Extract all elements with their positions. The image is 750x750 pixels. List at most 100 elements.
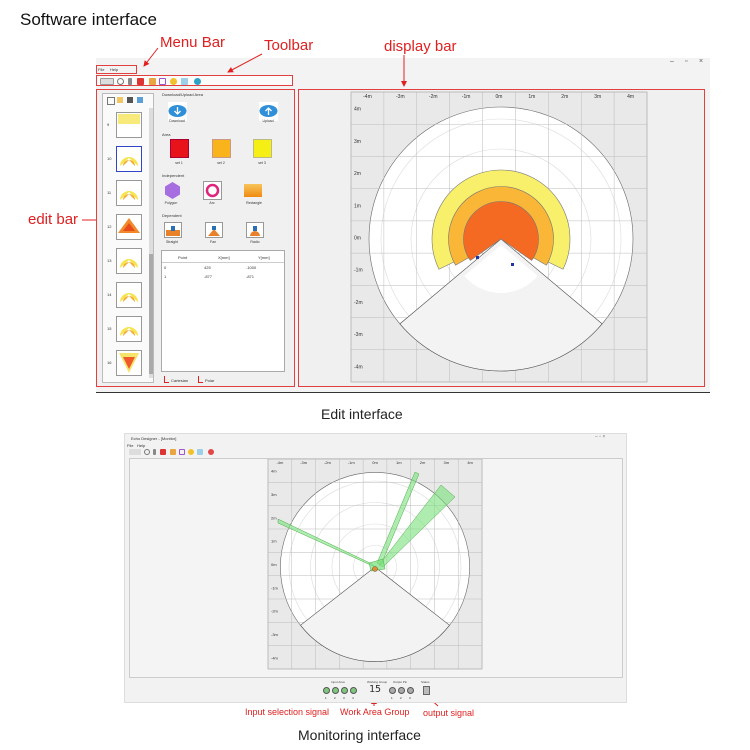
connect-icon[interactable] — [144, 449, 150, 455]
set3-button[interactable] — [253, 139, 272, 158]
y-tick-label: 0m — [354, 236, 361, 242]
image-icon[interactable] — [197, 449, 203, 455]
table-cell: 425 — [204, 265, 211, 270]
set2-button[interactable] — [212, 139, 231, 158]
list-item[interactable] — [116, 180, 142, 206]
arc-button[interactable] — [203, 181, 222, 200]
copy-icon[interactable] — [127, 97, 133, 103]
polygon-icon — [165, 182, 180, 199]
monitor-menu-help[interactable]: Help — [137, 443, 146, 448]
fan-button[interactable] — [205, 222, 223, 238]
polygon-button[interactable] — [163, 181, 182, 200]
input-lamp-3 — [341, 687, 348, 694]
minimize-icon[interactable]: – — [670, 58, 674, 65]
zone-thumb-icon — [120, 259, 138, 268]
rectangle-button[interactable] — [244, 184, 262, 197]
set1-button[interactable] — [170, 139, 189, 158]
table-cell: -871 — [246, 274, 255, 279]
control-point — [476, 256, 479, 259]
output-number: 3 — [409, 696, 411, 700]
menu-file[interactable]: File — [98, 67, 105, 72]
image-icon[interactable] — [181, 78, 188, 85]
display-bar: -4m -3m -2m -1m 0m 1m 2m 3m 4m 4m 3m 2m 1m 0m -1m -2m -3… — [298, 89, 705, 387]
shape-list: 9 10 11 12 13 14 15 16 — [102, 93, 154, 383]
com-select-icon[interactable] — [100, 78, 114, 85]
table-row[interactable]: 0 425 -1000 — [162, 263, 284, 271]
menu-help[interactable]: Help — [110, 67, 119, 72]
list-item[interactable] — [116, 350, 142, 376]
y-tick-label: -2m — [271, 609, 279, 614]
output-lamp-1 — [389, 687, 396, 694]
edit-bar: 9 10 11 12 13 14 15 16 Download/Upload Area Dow… — [96, 89, 295, 387]
monitor-toolbar — [127, 448, 227, 456]
tab-cartesian-label: Cartesian — [171, 378, 189, 383]
x-tick-label: 0m — [496, 94, 503, 100]
list-item[interactable] — [116, 282, 142, 308]
y-tick-label: 4m — [271, 469, 277, 474]
list-item[interactable] — [116, 112, 142, 138]
fan-icon — [208, 226, 220, 236]
upload-button[interactable] — [259, 102, 278, 121]
rectangle-label: Rectangle — [246, 201, 262, 205]
monitor-title: Echo Designer - [Monitor] — [131, 436, 177, 441]
tab-polar[interactable]: Polar — [198, 376, 224, 384]
tab-cartesian[interactable]: Cartesian — [164, 376, 196, 384]
table-row[interactable]: 1 -877 -871 — [162, 272, 284, 280]
protect-zone — [463, 201, 539, 261]
monitor-icon[interactable] — [159, 78, 166, 85]
download-button[interactable] — [168, 102, 187, 121]
list-scroll-thumb[interactable] — [149, 254, 153, 374]
x-tick-label: 0m — [372, 460, 378, 465]
list-item[interactable] — [116, 248, 142, 274]
table-cell: 1 — [164, 274, 167, 279]
zone-thumb-icon — [118, 218, 140, 233]
stop-icon[interactable] — [208, 449, 214, 455]
list-scrollbar[interactable] — [149, 108, 153, 378]
work-area-group-value: 15 — [369, 684, 382, 695]
list-toolbar-icon[interactable] — [107, 97, 115, 105]
radio-button[interactable] — [246, 222, 264, 238]
x-tick-label: 3m — [594, 94, 601, 100]
sun-icon[interactable] — [188, 449, 194, 455]
y-tick-label: -1m — [354, 268, 363, 274]
flag-icon[interactable] — [137, 78, 144, 85]
com-select-icon[interactable] — [129, 449, 141, 455]
monitor-radar-plot[interactable]: -4m -3m -2m -1m 0m 1m 2m 3m 4m 4m 3m 2m 1m 0m -1m -2m -3… — [130, 459, 624, 679]
pointer-icon[interactable] — [153, 449, 156, 455]
table-cell: -877 — [204, 274, 213, 279]
pen-icon[interactable] — [170, 449, 176, 455]
output-pin-label: Output Pin — [393, 680, 408, 684]
list-item[interactable] — [116, 316, 142, 342]
maximize-icon[interactable]: ▫ — [685, 58, 688, 65]
straight-button[interactable] — [164, 222, 182, 238]
edit-radar-plot[interactable]: -4m -3m -2m -1m 0m 1m 2m 3m 4m 4m 3m 2m 1m 0m -1m -2m -3… — [299, 90, 706, 388]
monitor-window-controls[interactable]: – ▫ × — [595, 434, 606, 440]
y-tick-label: 1m — [271, 539, 277, 544]
point-table: Point X[mm] Y[mm] 0 425 -1000 1 -877 -87… — [161, 250, 285, 372]
delete-icon[interactable] — [137, 97, 143, 103]
list-item[interactable] — [116, 146, 142, 172]
monitor-caption: Monitoring interface — [298, 727, 421, 743]
close-icon[interactable]: × — [699, 58, 704, 65]
monitor-icon[interactable] — [179, 449, 185, 455]
x-tick-label: 4m — [467, 460, 473, 465]
list-item[interactable] — [116, 214, 142, 240]
folder-icon[interactable] — [117, 97, 123, 103]
y-tick-label: -4m — [271, 655, 279, 660]
y-tick-label: 2m — [271, 515, 277, 520]
y-tick-label: 3m — [354, 139, 361, 145]
flag-icon[interactable] — [160, 449, 166, 455]
pen-icon[interactable] — [149, 78, 156, 85]
tab-polar-label: Polar — [205, 378, 215, 383]
zone-thumb-icon — [120, 293, 138, 302]
area-header: Area — [162, 132, 171, 137]
output-lamp-3 — [407, 687, 414, 694]
sun-icon[interactable] — [170, 78, 177, 85]
pointer-icon[interactable] — [128, 78, 132, 85]
input-signal-annotation: Input selection signal — [245, 707, 330, 717]
info-icon[interactable] — [194, 78, 201, 85]
input-number: 1 — [325, 696, 327, 700]
connect-icon[interactable] — [117, 78, 124, 85]
table-header-y: Y[mm] — [258, 255, 270, 260]
monitor-menu-file[interactable]: File — [127, 443, 134, 448]
